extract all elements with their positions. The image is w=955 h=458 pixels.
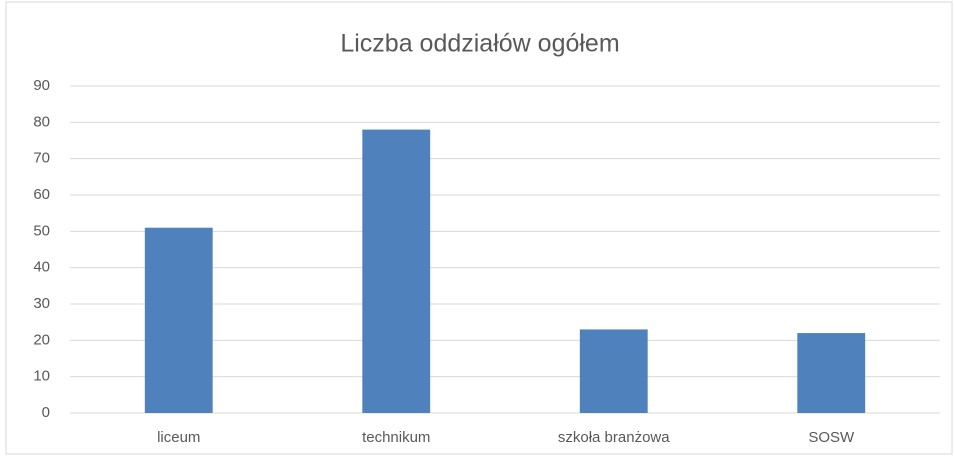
y-tick-label: 0 [42, 404, 50, 421]
y-tick-label: 80 [33, 113, 50, 130]
bar [144, 227, 213, 413]
x-tick-label: SOSW [808, 429, 855, 446]
y-tick-label: 50 [33, 222, 50, 239]
y-tick-label: 70 [33, 150, 50, 167]
y-tick-label: 40 [33, 259, 50, 276]
chart-title: Liczba oddziałów ogółem [340, 30, 619, 58]
bar [362, 129, 431, 413]
y-tick-label: 10 [33, 368, 50, 385]
x-tick-label: technikum [362, 429, 430, 446]
y-tick-label: 30 [33, 295, 50, 312]
bar [797, 333, 866, 413]
x-tick-label: szkoła branżowa [558, 429, 670, 446]
bar [579, 329, 648, 413]
y-tick-label: 90 [33, 77, 50, 94]
y-tick-label: 60 [33, 186, 50, 203]
x-tick-label: liceum [157, 429, 200, 446]
y-tick-label: 20 [33, 331, 50, 348]
